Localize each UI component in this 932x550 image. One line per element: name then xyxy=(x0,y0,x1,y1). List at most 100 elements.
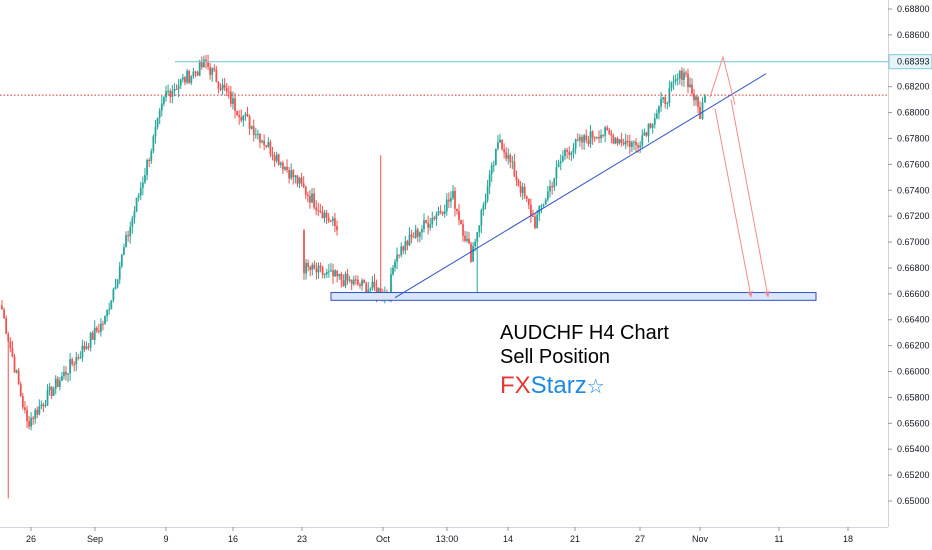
candle-body xyxy=(334,218,336,227)
candle xyxy=(112,287,115,303)
candle xyxy=(555,160,558,187)
candle xyxy=(108,302,111,315)
candle xyxy=(551,181,554,195)
candle-body xyxy=(536,214,539,228)
candle-body xyxy=(606,127,609,131)
candle xyxy=(87,342,90,351)
candle xyxy=(24,401,26,414)
candle-body xyxy=(302,183,305,187)
candle-body xyxy=(614,138,617,144)
candle xyxy=(173,83,176,97)
candle-body xyxy=(323,274,326,276)
candle xyxy=(534,212,536,230)
candle-body xyxy=(610,133,613,136)
candle xyxy=(608,127,611,136)
candle xyxy=(505,147,508,162)
candle xyxy=(292,169,295,185)
candle-body xyxy=(17,370,20,385)
candle-body xyxy=(369,288,372,290)
candle xyxy=(106,309,109,322)
candle-body xyxy=(523,186,526,197)
candle xyxy=(695,95,697,106)
y-tick-label: 0.67800 xyxy=(897,133,930,143)
candle xyxy=(697,96,699,114)
candle-body xyxy=(589,131,592,144)
candle xyxy=(179,78,182,89)
candle xyxy=(645,131,648,138)
candle xyxy=(507,148,510,165)
candle xyxy=(501,139,503,151)
x-tick-label: 18 xyxy=(843,534,853,544)
sell-arrow-1 xyxy=(714,108,752,297)
candle xyxy=(488,169,491,195)
candle xyxy=(352,275,355,286)
candle xyxy=(305,258,307,280)
candle-body xyxy=(254,134,257,136)
candle-body xyxy=(637,145,639,148)
candle xyxy=(131,215,134,234)
candle-body xyxy=(521,186,524,193)
candle xyxy=(60,371,63,381)
candle xyxy=(414,224,417,239)
candle-body xyxy=(127,235,130,237)
candle xyxy=(330,263,332,272)
candle-body xyxy=(418,232,421,237)
candle-body xyxy=(238,115,241,118)
candle-body xyxy=(472,246,474,262)
candle-body xyxy=(234,98,236,111)
candle xyxy=(670,81,673,92)
candle xyxy=(338,273,341,280)
candle xyxy=(472,242,474,262)
candle xyxy=(336,270,339,283)
x-tick-label: 27 xyxy=(635,534,645,544)
candle-body xyxy=(470,243,472,262)
candle xyxy=(315,200,318,216)
candle-body xyxy=(83,345,86,350)
candle-body xyxy=(52,388,55,397)
candle-body xyxy=(144,175,146,183)
candle xyxy=(379,155,382,297)
candle-body xyxy=(699,107,701,119)
candle-body xyxy=(265,145,268,147)
candle-body xyxy=(585,135,588,141)
candle-body xyxy=(662,97,665,100)
x-tick-label: 14 xyxy=(503,534,513,544)
candle-body xyxy=(7,333,10,342)
candle-body xyxy=(175,88,178,90)
candle-body xyxy=(99,323,102,332)
candle-body xyxy=(557,163,560,168)
y-tick-label: 0.67200 xyxy=(897,211,930,221)
candle-body xyxy=(693,93,695,101)
candle xyxy=(447,192,450,209)
candle-body xyxy=(515,176,518,181)
candle-body xyxy=(676,78,679,80)
candle-body xyxy=(695,96,697,101)
brand-part-starz: Starz xyxy=(530,372,587,399)
candle-body xyxy=(198,61,201,76)
candle xyxy=(307,259,310,272)
candle xyxy=(466,231,468,243)
candle xyxy=(620,132,623,147)
candle xyxy=(95,325,98,333)
candle-body xyxy=(173,88,176,91)
candle-body xyxy=(319,210,322,212)
candle xyxy=(238,110,241,125)
candle xyxy=(639,141,642,153)
candle-body xyxy=(651,124,654,128)
candle xyxy=(499,133,501,144)
ascending-trendline xyxy=(394,73,767,299)
candle xyxy=(515,170,518,186)
candle-body xyxy=(476,232,479,242)
candle-body xyxy=(188,70,191,83)
arrowhead-icon xyxy=(747,290,753,298)
y-tick-label: 0.65800 xyxy=(897,392,930,402)
candle xyxy=(525,195,528,202)
candle xyxy=(574,138,577,155)
candle-body xyxy=(186,70,188,83)
candle-body xyxy=(169,90,172,97)
candle xyxy=(150,148,153,164)
candle xyxy=(546,186,549,202)
candle-body xyxy=(367,289,370,294)
candle xyxy=(5,315,8,335)
